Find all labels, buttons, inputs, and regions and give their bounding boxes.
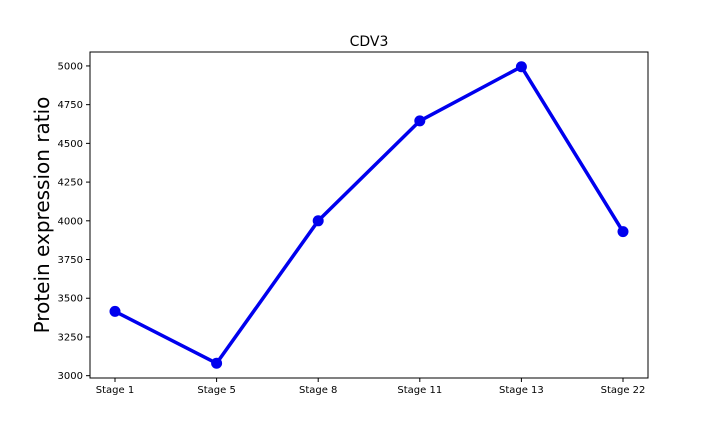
data-point xyxy=(515,61,527,73)
y-tick-label: 3500 xyxy=(58,294,83,305)
x-tick-label: Stage 1 xyxy=(96,385,134,396)
x-tick-label: Stage 11 xyxy=(397,385,442,396)
y-tick-label: 4000 xyxy=(58,216,83,227)
x-tick-label: Stage 13 xyxy=(499,385,544,396)
data-point xyxy=(109,305,121,317)
y-tick-label: 5000 xyxy=(58,61,83,72)
x-tick-label: Stage 8 xyxy=(299,385,337,396)
y-tick-label: 3250 xyxy=(58,332,83,343)
y-tick-label: 3000 xyxy=(58,371,83,382)
series-line xyxy=(113,64,625,366)
data-point xyxy=(414,115,426,127)
series-layer xyxy=(109,61,629,369)
axis-ticks: 3000 3250 3500 3750 4000 4250 4500 4750 5000 Stag… xyxy=(58,61,646,396)
x-tick-label: Stage 22 xyxy=(601,385,646,396)
data-point xyxy=(211,357,223,369)
data-point xyxy=(312,215,324,227)
data-point xyxy=(617,226,629,238)
y-tick-label: 3750 xyxy=(58,255,83,266)
chart-title: CDV3 xyxy=(350,34,389,50)
y-axis-label: Protein expression ratio xyxy=(30,97,54,334)
y-tick-label: 4250 xyxy=(58,178,83,189)
y-tick-label: 4750 xyxy=(58,100,83,111)
y-tick-label: 4500 xyxy=(58,139,83,150)
x-tick-label: Stage 5 xyxy=(197,385,235,396)
plot-area-frame xyxy=(89,51,649,379)
